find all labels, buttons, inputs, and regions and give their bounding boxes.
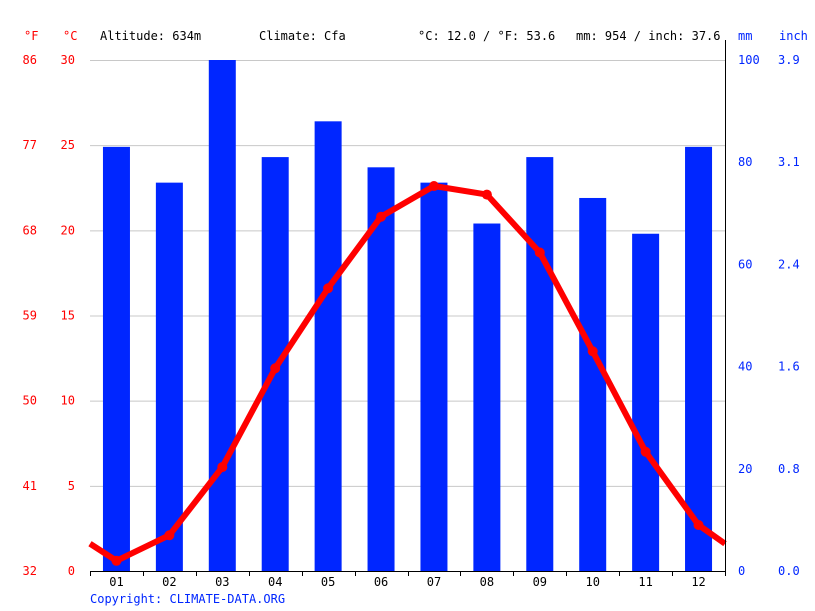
inch-tick-label: 3.9 <box>778 53 800 67</box>
mm-tick-label: 40 <box>738 360 752 374</box>
mm-tick-label: 80 <box>738 155 752 169</box>
unit-label-mm: mm <box>738 29 752 43</box>
precipitation-bar <box>473 223 501 571</box>
x-tick-label: 09 <box>533 575 547 589</box>
celsius-tick-label: 20 <box>61 223 75 237</box>
precipitation-bars <box>102 60 713 572</box>
temperature-point <box>534 247 545 258</box>
inch-tick-label: 0.0 <box>778 564 800 578</box>
temperature-point <box>164 530 175 541</box>
precipitation-bar <box>579 197 607 571</box>
mm-tick-label: 20 <box>738 462 752 476</box>
x-tick-label: 08 <box>480 575 494 589</box>
temperature-point <box>111 555 122 566</box>
celsius-tick-label: 5 <box>68 479 75 493</box>
unit-label-celsius: °C <box>63 29 77 43</box>
precipitation-bar <box>367 167 395 571</box>
temperature-line <box>88 181 727 566</box>
precipitation-bar <box>632 233 660 572</box>
precipitation-bar <box>155 182 183 571</box>
unit-label-inch: inch <box>779 29 808 43</box>
mm-tick-label: 100 <box>738 53 760 67</box>
copyright-text: Copyright: CLIMATE-DATA.ORG <box>90 592 286 606</box>
x-tick-label: 02 <box>162 575 176 589</box>
precipitation-bar <box>420 182 448 571</box>
temperature-point <box>587 346 598 357</box>
precipitation-bar <box>526 157 554 571</box>
temperature-point <box>376 211 387 222</box>
x-tick-label: 05 <box>321 575 335 589</box>
fahrenheit-tick-label: 32 <box>23 564 37 578</box>
fahrenheit-tick-label: 50 <box>23 394 37 408</box>
unit-label-fahrenheit: °F <box>24 29 38 43</box>
fahrenheit-tick-label: 86 <box>23 53 37 67</box>
inch-tick-label: 3.1 <box>778 155 800 169</box>
celsius-tick-label: 0 <box>68 564 75 578</box>
climate-label: Climate: Cfa <box>259 29 346 43</box>
inch-tick-label: 0.8 <box>778 462 800 476</box>
temperature-point <box>323 283 334 294</box>
celsius-tick-label: 10 <box>61 394 75 408</box>
temperature-point <box>481 189 492 200</box>
x-tick-label: 03 <box>215 575 229 589</box>
inch-tick-label: 2.4 <box>778 257 800 271</box>
temperature-point <box>428 181 439 192</box>
precipitation-bar <box>208 60 236 571</box>
average-temperature-label: °C: 12.0 / °F: 53.6 <box>418 29 555 43</box>
x-tick-label: 12 <box>691 575 705 589</box>
grid-lines <box>90 60 725 487</box>
fahrenheit-tick-label: 77 <box>23 138 37 152</box>
mm-tick-label: 60 <box>738 257 752 271</box>
temperature-point <box>217 462 228 473</box>
tick-labels: 01 02 03 04 05 06 07 08 09 10 11 123241505968778605… <box>23 53 800 589</box>
fahrenheit-tick-label: 59 <box>23 309 37 323</box>
precipitation-bar <box>102 146 130 571</box>
temperature-point <box>693 520 704 531</box>
temperature-series-line <box>88 183 727 564</box>
fahrenheit-tick-label: 68 <box>23 223 37 237</box>
x-tick-label: 11 <box>638 575 652 589</box>
temperature-point <box>640 446 651 457</box>
axes <box>90 40 726 576</box>
celsius-tick-label: 15 <box>61 309 75 323</box>
mm-tick-label: 0 <box>738 564 745 578</box>
inch-tick-label: 1.6 <box>778 360 800 374</box>
celsius-tick-label: 25 <box>61 138 75 152</box>
precipitation-bar <box>685 146 713 571</box>
precipitation-bar <box>314 121 342 571</box>
chart-header: °F °C Altitude: 634m Climate: Cfa °C: 12… <box>24 29 808 43</box>
celsius-tick-label: 30 <box>61 53 75 67</box>
temperature-point <box>270 363 281 374</box>
x-tick-label: 06 <box>374 575 388 589</box>
x-tick-label: 10 <box>585 575 599 589</box>
x-tick-label: 07 <box>427 575 441 589</box>
fahrenheit-tick-label: 41 <box>23 479 37 493</box>
altitude-label: Altitude: 634m <box>100 29 201 43</box>
total-precipitation-label: mm: 954 / inch: 37.6 <box>576 29 721 43</box>
x-tick-label: 01 <box>109 575 123 589</box>
x-tick-label: 04 <box>268 575 282 589</box>
